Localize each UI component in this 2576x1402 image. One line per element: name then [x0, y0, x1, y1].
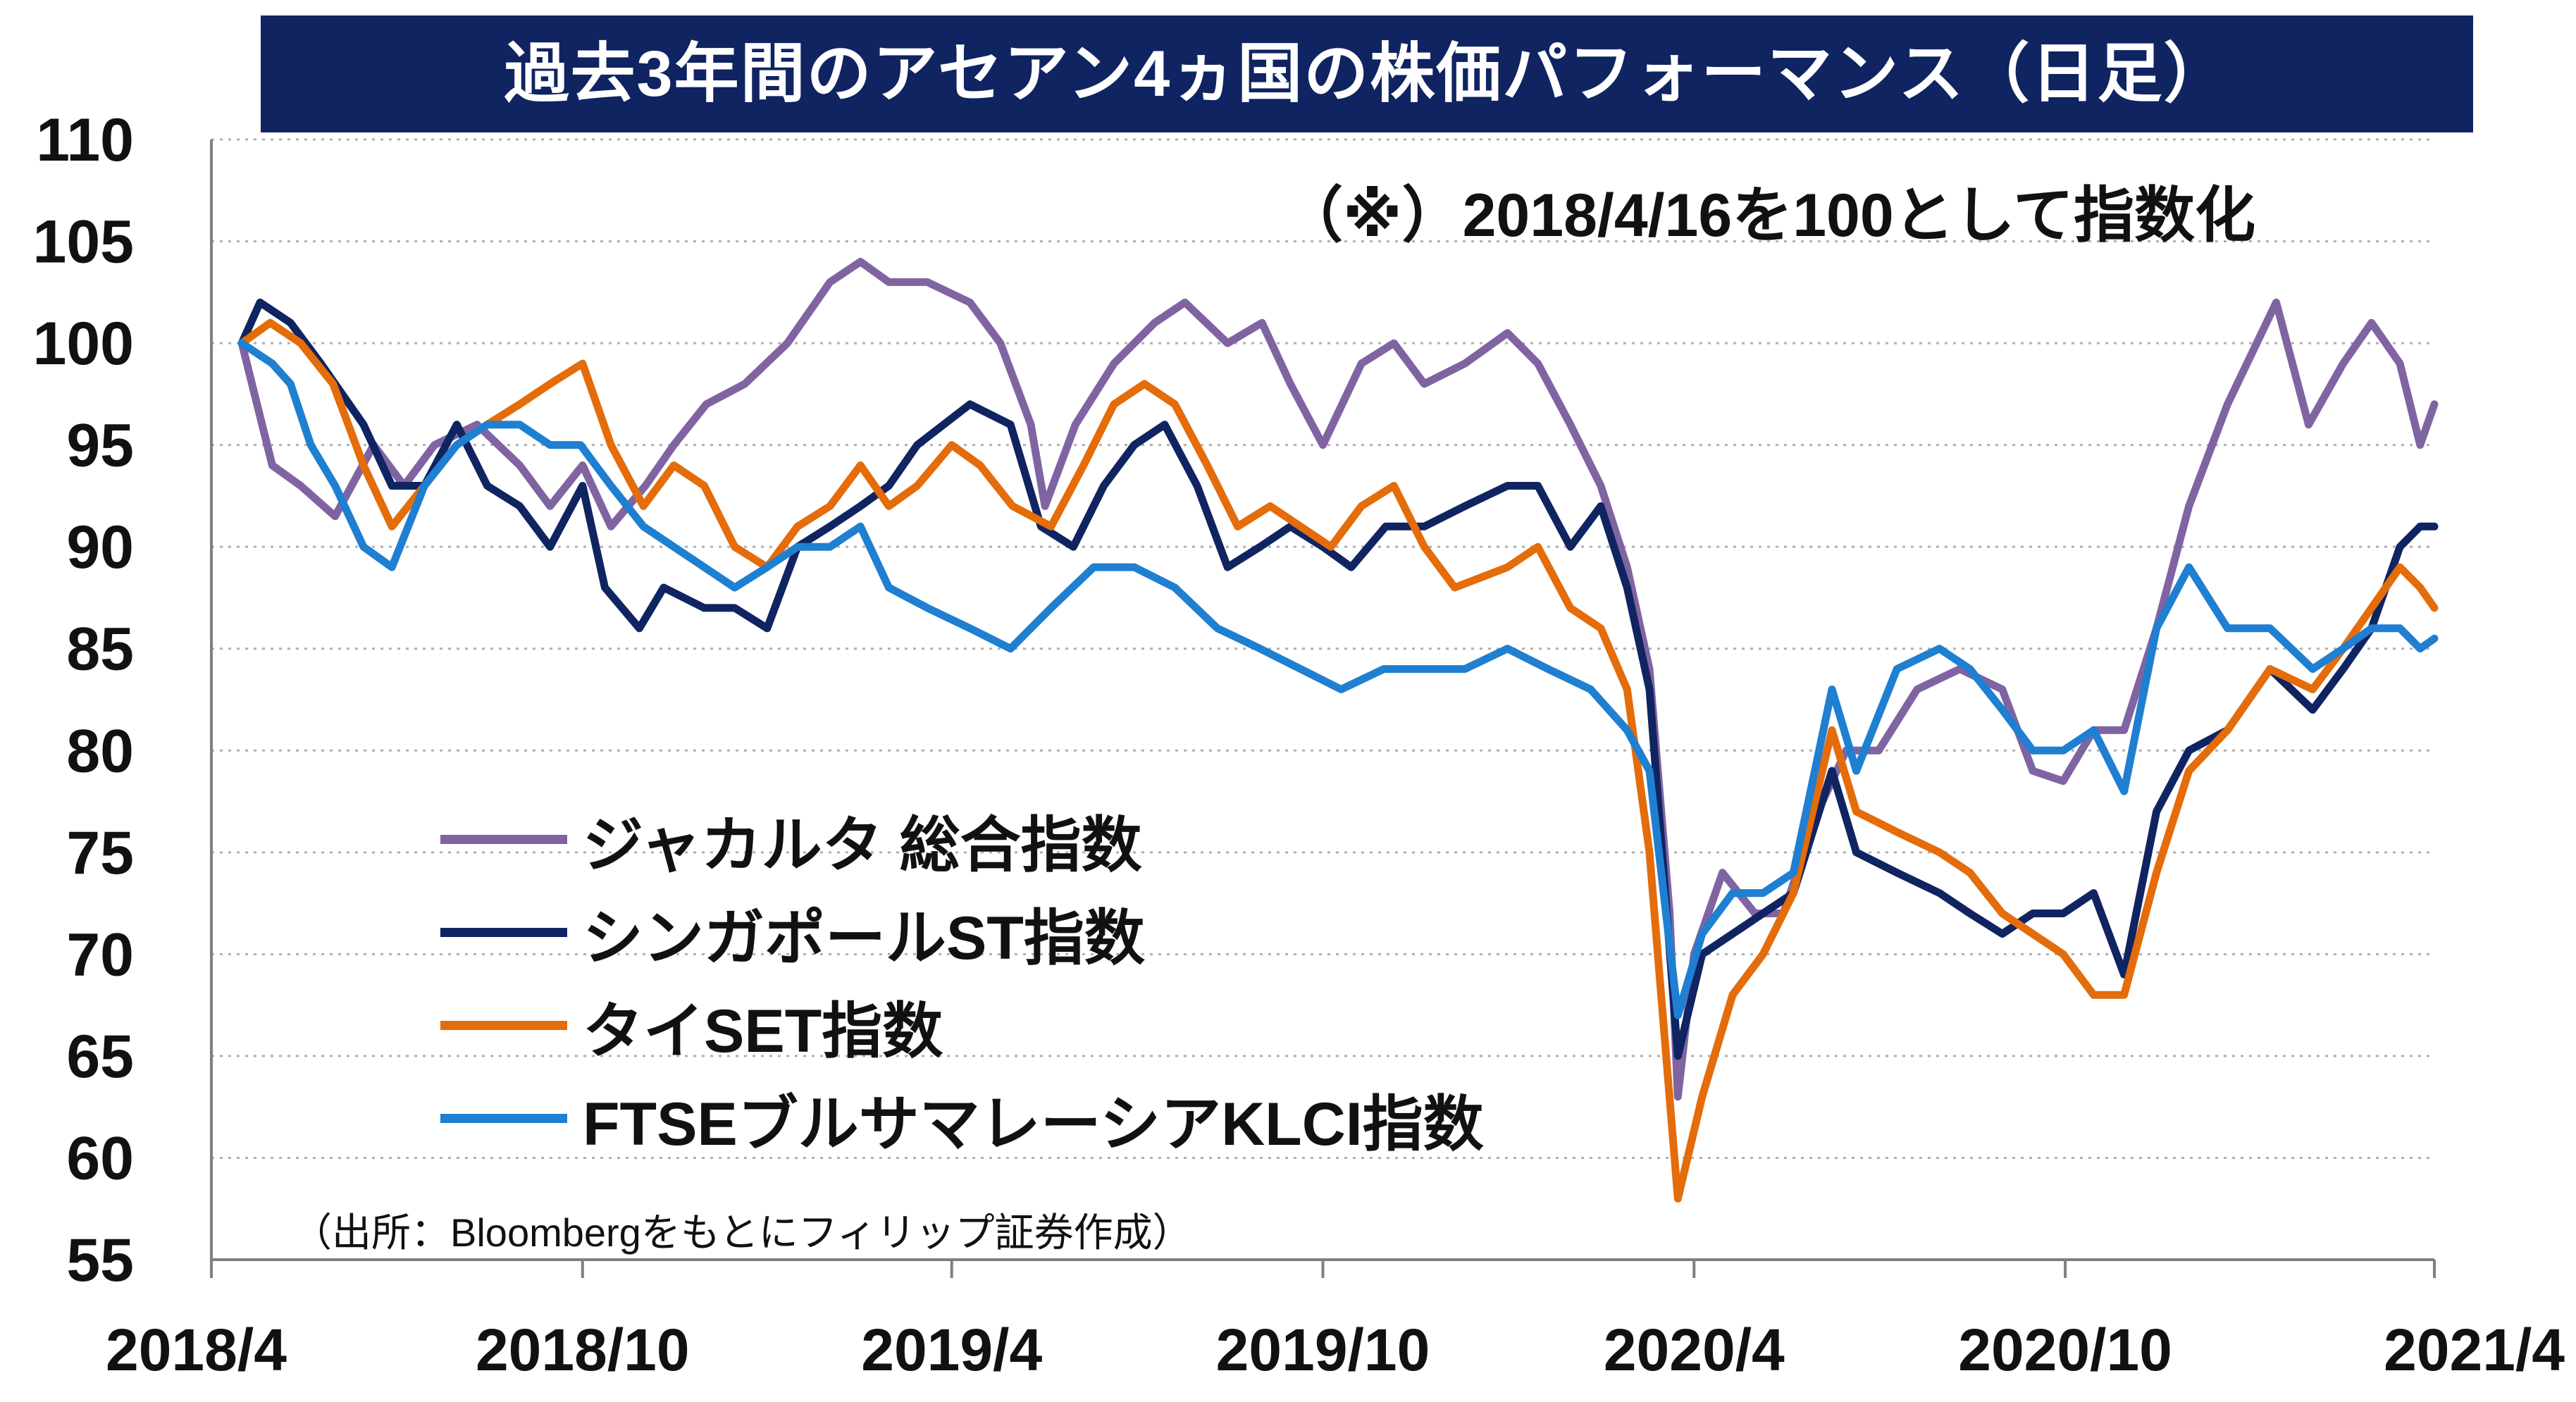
legend-swatch-malaysia — [440, 1113, 567, 1123]
y-tick-label: 95 — [66, 412, 134, 480]
x-tick-label: 2020/10 — [1958, 1317, 2172, 1383]
y-tick-label: 90 — [66, 514, 134, 581]
legend-label-singapore: シンガポールST指数 — [583, 904, 1145, 972]
x-tick-label: 2019/4 — [861, 1317, 1042, 1383]
series-line-3 — [237, 339, 2439, 1019]
y-tick-label: 75 — [66, 819, 134, 887]
legend-swatch-jakarta — [440, 834, 567, 844]
series-line-0 — [237, 258, 2439, 1101]
x-tick-label: 2020/4 — [1604, 1317, 1785, 1383]
y-tick-label: 100 — [33, 310, 135, 378]
legend-item-thailand: タイSET指数 — [440, 979, 1484, 1072]
series-line-2 — [237, 318, 2439, 1203]
axes — [210, 139, 2436, 1278]
legend-label-jakarta: ジャカルタ 総合指数 — [583, 811, 1142, 879]
y-tick-label: 55 — [66, 1227, 134, 1294]
y-tick-label: 110 — [36, 106, 134, 174]
legend-swatch-thailand — [440, 1020, 567, 1030]
x-tick-label: 2019/10 — [1216, 1317, 1430, 1383]
x-tick-label: 2018/10 — [476, 1317, 690, 1383]
series-line-1 — [237, 298, 2439, 1060]
y-tick-label: 65 — [66, 1023, 134, 1091]
title-banner — [261, 15, 2473, 132]
series-lines — [237, 258, 2439, 1203]
y-tick-label: 85 — [66, 616, 134, 683]
legend-item-singapore: シンガポールST指数 — [440, 886, 1484, 979]
y-tick-label: 60 — [66, 1124, 134, 1192]
legend-label-thailand: タイSET指数 — [583, 997, 943, 1065]
legend-item-jakarta: ジャカルタ 総合指数 — [440, 793, 1484, 886]
y-tick-label: 80 — [66, 717, 134, 785]
tick-labels: 110 105 100 95 90 85 80 75 70 65 60 55 2018/4 2018/10… — [33, 106, 2565, 1383]
x-tick-label: 2018/4 — [106, 1317, 287, 1383]
y-tick-label: 105 — [33, 209, 135, 276]
source-note: （出所：Bloombergをもとにフィリップ証券作成） — [292, 1210, 1192, 1255]
legend: ジャカルタ 総合指数 シンガポールST指数 タイSET指数 FTSEブルサマレー… — [440, 793, 1484, 1165]
x-tick-label: 2021/4 — [2384, 1317, 2565, 1383]
legend-swatch-singapore — [440, 927, 567, 937]
legend-label-malaysia: FTSEブルサマレーシアKLCI指数 — [583, 1090, 1484, 1158]
index-note: （※）2018/4/16を100として指数化 — [1282, 182, 2256, 249]
chart-title: 過去3年間のアセアン4ヵ国の株価パフォーマンス（日足） — [504, 38, 2230, 110]
y-tick-label: 70 — [66, 921, 134, 988]
legend-item-malaysia: FTSEブルサマレーシアKLCI指数 — [440, 1072, 1484, 1165]
